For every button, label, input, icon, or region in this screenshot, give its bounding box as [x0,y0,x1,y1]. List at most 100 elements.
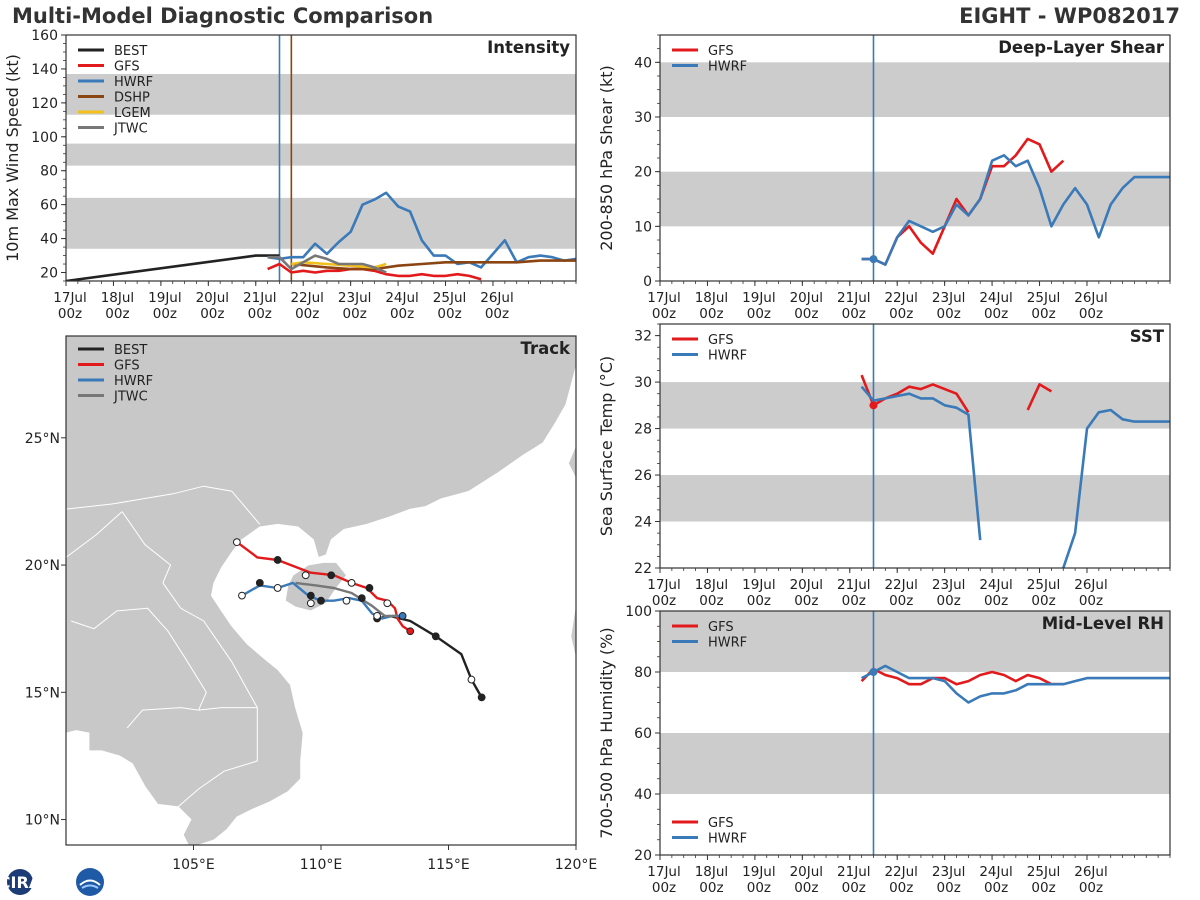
y-axis-label: 700-500 hPa Humidity (%) [597,627,616,838]
track-position-marker [273,556,282,564]
x-tick-label: 21Jul [837,577,870,593]
shaded-band [660,611,1170,672]
analysis-point [869,401,878,410]
track-position-marker [406,627,415,636]
y-tick-label: 10°N [25,813,60,829]
track-position-marker [373,612,382,620]
legend-label: GFS [708,816,734,831]
panel-rh: 2040608010017Jul00z18Jul00z19Jul00z20Jul… [597,604,1171,896]
y-tick-label: 120 [31,96,58,112]
y-tick-label: 140 [31,62,58,78]
x-tick-label: 25Jul [1027,290,1060,306]
track-position-marker [431,632,440,641]
x-tick-label: 26Jul [1074,290,1107,306]
x-tick-label: 00z [842,880,866,896]
x-tick-label: 26Jul [480,290,513,306]
x-tick-label: 00z [1079,880,1103,896]
track-position-marker [342,596,351,605]
x-tick-label: 00z [200,306,224,322]
x-tick-label: 20Jul [196,290,229,306]
x-tick-label: 00z [794,306,818,322]
x-tick-label: 22Jul [884,290,917,306]
cira-logo: CIRA [4,866,108,898]
x-tick-label: 00z [937,593,961,609]
track-position-marker [357,594,366,603]
legend-label: LGEM [114,106,151,121]
legend-label: GFS [708,333,734,348]
x-tick-label: 00z [652,880,676,896]
shaded-band [66,143,576,166]
x-tick-label: 23Jul [932,577,965,593]
country-border [66,485,261,525]
x-tick-label: 00z [937,880,961,896]
track-position-marker [398,612,407,620]
legend-label: HWRF [708,60,747,75]
shaded-band [66,197,576,249]
track-position-marker [273,584,282,592]
x-tick-label: 00z [652,306,676,322]
x-tick-label: 110°E [300,857,343,873]
x-tick-label: 25Jul [1027,864,1060,880]
legend-label: BEST [114,44,147,59]
x-tick-label: 00z [58,306,82,322]
x-tick-label: 00z [699,306,723,322]
legend-label: GFS [114,60,140,75]
y-tick-label: 40 [40,232,58,248]
y-tick-label: 80 [634,665,652,681]
x-tick-label: 00z [248,306,272,322]
y-tick-label: 24 [634,515,652,531]
y-axis-label: 10m Max Wind Speed (kt) [3,54,22,262]
x-tick-label: 18Jul [695,864,728,880]
analysis-point [869,668,878,676]
y-tick-label: 30 [634,375,652,391]
legend-label: DSHP [114,91,150,106]
panel-sst: 22242628303217Jul00z18Jul00z19Jul00z20Ju… [597,323,1171,609]
series-hwrf [860,385,982,541]
shaded-band [660,62,1170,117]
x-tick-label: 24Jul [979,864,1012,880]
x-tick-label: 21Jul [243,290,276,306]
series-gfs [1026,383,1053,411]
legend-label: GFS [708,620,734,635]
logo-text: CIRA [4,873,42,892]
x-tick-label: 19Jul [742,290,775,306]
x-tick-label: 00z [1031,593,1055,609]
x-tick-label: 17Jul [647,290,680,306]
track-position-marker [306,599,315,608]
series-best [66,254,280,281]
y-tick-label: 60 [634,726,652,742]
panel-title: SST [1130,327,1165,346]
track-position-marker [255,578,264,587]
y-tick-label: 20 [634,165,652,181]
x-tick-label: 20Jul [790,577,823,593]
x-tick-label: 21Jul [837,864,870,880]
series-hwrf [861,154,1170,266]
y-tick-label: 30 [634,110,652,126]
track-position-marker [383,599,392,608]
country-border [70,607,207,711]
x-tick-label: 00z [984,593,1008,609]
x-tick-label: 00z [153,306,177,322]
x-tick-label: 26Jul [1074,864,1107,880]
x-tick-label: 00z [842,306,866,322]
y-tick-label: 15°N [25,685,60,701]
track-position-marker [327,571,336,580]
x-tick-label: 22Jul [290,290,323,306]
plot-frame [659,323,1171,569]
y-axis-label: 200-850 hPa Shear (kt) [597,65,616,251]
x-tick-label: 26Jul [1074,577,1107,593]
x-tick-label: 00z [842,593,866,609]
x-tick-label: 00z [343,306,367,322]
track-position-marker [477,693,486,702]
track-position-marker [238,591,246,600]
legend-label: HWRF [708,349,747,364]
x-tick-label: 21Jul [837,290,870,306]
x-tick-label: 00z [485,306,509,322]
x-tick-label: 20Jul [790,864,823,880]
country-border [121,511,258,808]
x-tick-label: 00z [699,880,723,896]
panel-title: Deep-Layer Shear [998,38,1165,57]
y-tick-label: 80 [40,164,58,180]
y-tick-label: 0 [643,274,652,290]
